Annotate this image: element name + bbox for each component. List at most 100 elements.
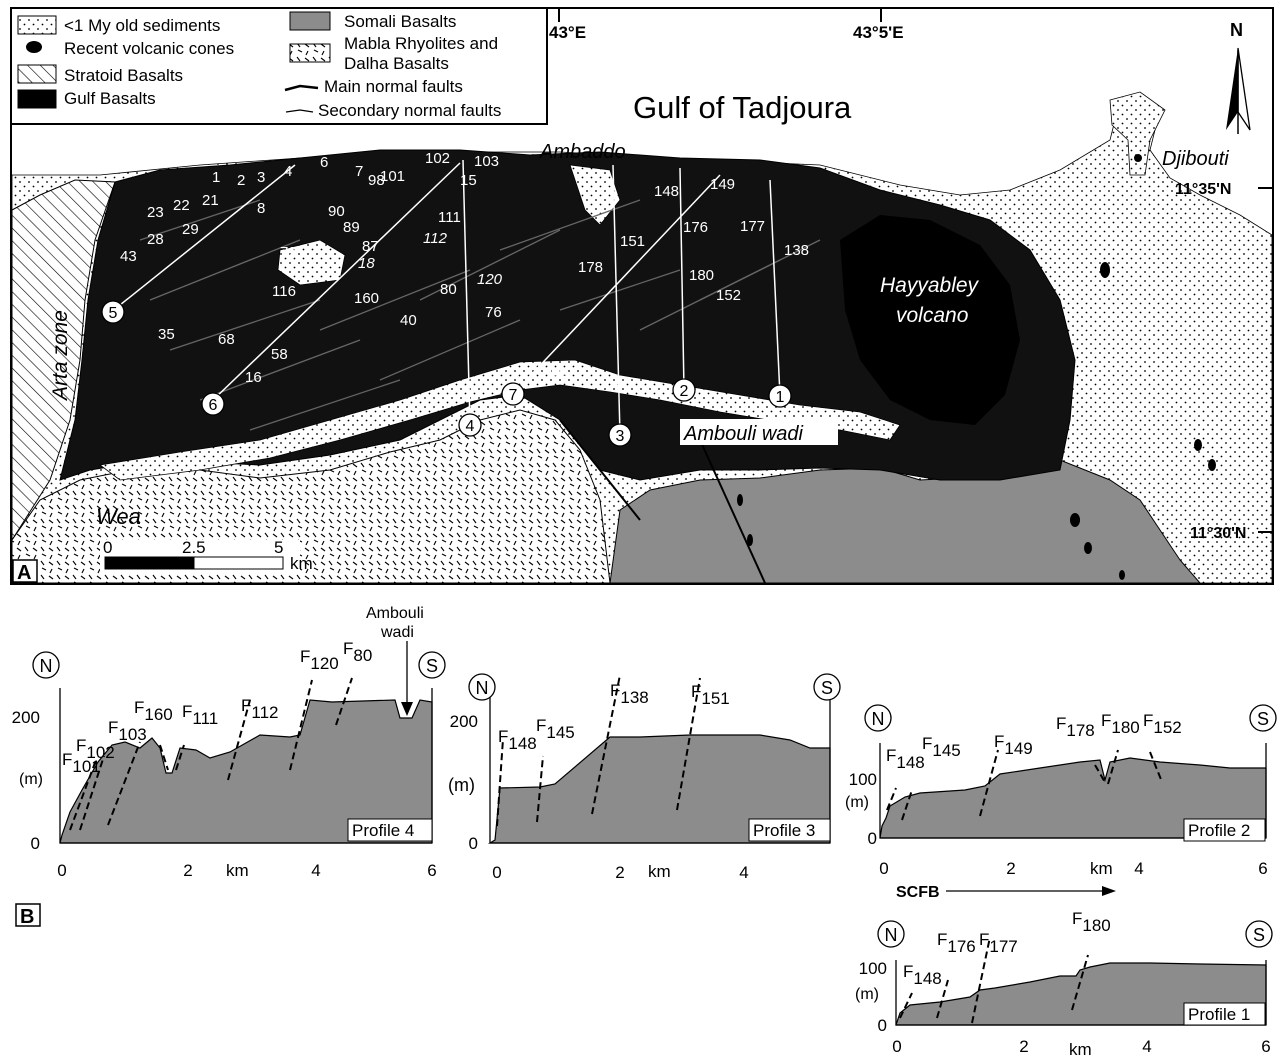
x-axis-unit: km (226, 861, 249, 880)
svg-text:N: N (476, 678, 489, 698)
fault-label-f160: F160 (134, 698, 173, 724)
svg-text:Profile 3: Profile 3 (753, 821, 815, 840)
fault-label-f149: F149 (994, 732, 1033, 758)
svg-text:7: 7 (509, 387, 518, 404)
profile-name: Profile 2 (1183, 818, 1266, 842)
panel-a-box (12, 559, 38, 583)
site-number: 180 (689, 267, 714, 284)
fault-trace (676, 677, 701, 811)
fault-label-f101: F101 (62, 750, 101, 776)
djibouti-city-marker (1134, 154, 1142, 162)
ambouli-wadi-label: Ambouli wadi (683, 423, 804, 445)
site-number: 28 (147, 231, 164, 248)
profile-line-1 (769, 179, 781, 397)
site-number: 6 (320, 154, 328, 171)
x-axis-unit: km (1069, 1040, 1092, 1057)
scale-tick-5: 5 (274, 538, 283, 557)
legend-swatch-secondary-fault (285, 109, 314, 113)
legend-swatch-sediments (17, 15, 57, 35)
site-number: 101 (380, 168, 405, 185)
x-tick-label: 6 (427, 861, 436, 880)
profile-marker-1: 1 (768, 384, 792, 408)
svg-text:S: S (1253, 925, 1265, 945)
site-number: 178 (578, 259, 603, 276)
latitude-11-35n: 11°35'N (1175, 181, 1231, 198)
site-number: 4 (284, 163, 292, 180)
legend-swatch-cones (26, 41, 42, 53)
site-number: 35 (158, 326, 175, 343)
ambaddo-sediment-patch (569, 164, 621, 226)
profile-line-3 (612, 164, 621, 436)
svg-text:N: N (40, 656, 53, 676)
x-axis-unit: km (1090, 859, 1113, 878)
legend-label-secondary-fault: Secondary normal faults (318, 101, 501, 120)
arta-zone-label: Arta zone (49, 310, 72, 402)
site-number: 3 (257, 169, 265, 186)
legend-label-mabla-1: Mabla Rhyolites and (344, 34, 498, 53)
profile-marker-2: 2 (672, 378, 696, 402)
site-number: 15 (460, 172, 477, 189)
svg-text:1: 1 (776, 389, 785, 406)
north-marker: N (32, 651, 60, 679)
fault-label-f145: F145 (922, 734, 961, 760)
normal-faults (139, 199, 821, 431)
fault-trace (1071, 954, 1089, 1011)
fault-label-f103: F103 (108, 718, 147, 744)
fault-label-f180: F180 (1101, 711, 1140, 737)
y-axis-label: (m) (845, 794, 869, 811)
y-tick-label: 0 (868, 829, 877, 848)
site-number: 43 (120, 248, 137, 265)
fault-trace (289, 679, 313, 771)
panel-b-box (15, 903, 41, 927)
wea-label: Wea (96, 504, 141, 529)
fault-label-f177: F177 (979, 930, 1018, 956)
fault-label-f80: F80 (343, 639, 372, 665)
scfb-arrowhead-icon (1102, 886, 1116, 896)
x-tick-label: 4 (1142, 1037, 1151, 1056)
x-tick-label: 4 (311, 861, 320, 880)
djibouti-peninsula (1109, 91, 1166, 176)
site-number: 16 (245, 369, 262, 386)
profile-name: Profile 3 (748, 818, 831, 842)
svg-text:4: 4 (466, 418, 475, 435)
fault-label-f180: F180 (1072, 909, 1111, 935)
y-tick-label: 0 (878, 1016, 887, 1035)
site-number: 176 (683, 219, 708, 236)
south-marker: S (813, 673, 841, 701)
legend: <1 My old sediments Recent volcanic cone… (10, 7, 548, 125)
fault-label-f148: F148 (886, 746, 925, 772)
fault-trace (591, 674, 621, 815)
scfb-label: SCFB (896, 884, 940, 901)
profile-name: Profile 4 (347, 818, 433, 842)
y-axis-label: (m) (855, 986, 879, 1003)
panel-a-label: A (17, 562, 31, 584)
profile-marker-7: 7 (501, 382, 525, 406)
y-tick-label: 200 (450, 712, 478, 731)
y-axis-label: (m) (19, 771, 43, 788)
ambouli-wadi-sediments (99, 359, 901, 481)
south-marker: S (1249, 704, 1277, 732)
site-number: 98 (368, 172, 385, 189)
x-tick-label: 2 (1019, 1037, 1028, 1056)
site-number: 22 (173, 197, 190, 214)
y-tick-label: 100 (849, 770, 877, 789)
fault-label-f152: F152 (1143, 711, 1182, 737)
fault-trace (79, 755, 105, 831)
fault-trace (886, 787, 897, 811)
fault-trace (335, 677, 353, 726)
ambouli-label-bg (680, 419, 838, 445)
fault-trace (69, 759, 97, 831)
stratoid-basalts-area (11, 179, 116, 542)
ambouli-profile-label-1: Ambouli (366, 605, 424, 622)
legend-label-mabla-2: Dalha Basalts (344, 54, 449, 73)
volcano-label-line2: volcano (896, 304, 969, 327)
site-number: 152 (716, 287, 741, 304)
longitude-43e: 43°E (549, 23, 586, 42)
profile-marker-5: 5 (101, 300, 125, 324)
profile-name: Profile 1 (1183, 1002, 1266, 1026)
y-tick-label: 0 (469, 834, 478, 853)
fault-trace (979, 749, 999, 817)
